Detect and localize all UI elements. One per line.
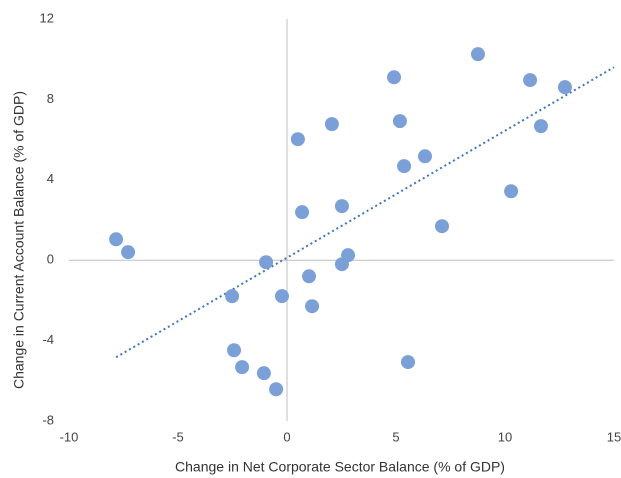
y-tick-label: 12 bbox=[40, 10, 54, 25]
y-tick-label: 0 bbox=[47, 252, 54, 267]
x-tick-label: 5 bbox=[392, 429, 399, 444]
y-tick-label: 8 bbox=[47, 91, 54, 106]
point bbox=[557, 80, 572, 95]
point bbox=[290, 132, 305, 147]
point bbox=[470, 47, 485, 62]
point bbox=[397, 159, 412, 174]
y-axis-title: Change in Current Account Balance (% of … bbox=[11, 91, 27, 389]
point bbox=[225, 289, 240, 304]
point bbox=[392, 114, 407, 129]
point bbox=[274, 289, 289, 304]
point bbox=[400, 355, 415, 370]
y-tick-label: -4 bbox=[42, 332, 54, 347]
point bbox=[121, 245, 136, 260]
x-axis-title: Change in Net Corporate Sector Balance (… bbox=[175, 459, 505, 475]
point bbox=[302, 269, 317, 284]
point bbox=[235, 360, 250, 375]
point bbox=[334, 199, 349, 214]
point bbox=[533, 119, 548, 134]
y-tick-label: 4 bbox=[47, 171, 54, 186]
x-tick-label: 10 bbox=[498, 429, 512, 444]
point bbox=[324, 117, 339, 132]
point bbox=[417, 149, 432, 164]
point bbox=[341, 248, 356, 263]
point bbox=[504, 184, 519, 199]
x-tick-label: -10 bbox=[60, 429, 79, 444]
point bbox=[109, 232, 124, 247]
point bbox=[295, 205, 310, 220]
point bbox=[259, 255, 274, 270]
point bbox=[256, 366, 271, 381]
point bbox=[387, 70, 402, 85]
x-tick-label: 15 bbox=[607, 429, 621, 444]
point bbox=[434, 219, 449, 234]
point bbox=[227, 343, 242, 358]
x-tick-label: -5 bbox=[172, 429, 184, 444]
y-tick-label: -8 bbox=[42, 412, 54, 427]
point bbox=[269, 382, 284, 397]
x-tick-label: 0 bbox=[283, 429, 290, 444]
point bbox=[523, 73, 538, 88]
trendline bbox=[115, 66, 615, 359]
point bbox=[305, 299, 320, 314]
